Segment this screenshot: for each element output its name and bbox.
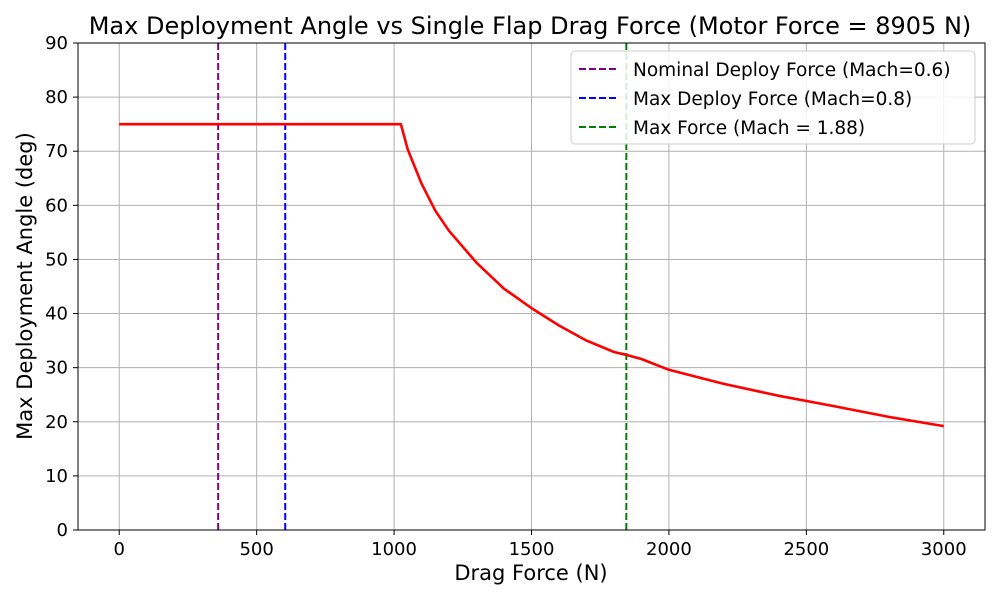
reference-lines: [217, 43, 628, 530]
legend-label: Max Deploy Force (Mach=0.8): [633, 89, 912, 110]
x-tick-label: 2000: [646, 539, 692, 560]
x-tick-label: 0: [114, 539, 125, 560]
x-axis-label: Drag Force (N): [454, 561, 607, 585]
y-tick-label: 80: [45, 87, 68, 108]
x-tick-label: 1500: [509, 539, 555, 560]
axis-ticks: 0 500 1000 1500 2000 2500 3000 0 10 20 30 40 50 60 70 8…: [45, 33, 967, 560]
y-tick-label: 40: [45, 304, 68, 325]
legend: Nominal Deploy Force (Mach=0.6) Max Deplo…: [570, 50, 976, 145]
y-axis-label: Max Deployment Angle (deg): [13, 132, 37, 440]
y-tick-label: 0: [57, 520, 68, 541]
series-layer: [119, 122, 945, 428]
x-tick-label: 1000: [371, 539, 417, 560]
x-tick-label: 500: [239, 539, 273, 560]
y-tick-label: 90: [45, 33, 68, 54]
y-tick-label: 20: [45, 412, 68, 433]
y-tick-label: 10: [45, 466, 68, 487]
y-tick-label: 70: [45, 141, 68, 162]
series-line: [119, 122, 945, 428]
x-tick-label: 3000: [921, 539, 967, 560]
y-tick-label: 60: [45, 195, 68, 216]
legend-label: Max Force (Mach = 1.88): [633, 118, 865, 139]
y-tick-label: 50: [45, 249, 68, 270]
chart-title: Max Deployment Angle vs Single Flap Drag…: [89, 12, 972, 40]
y-tick-label: 30: [45, 358, 68, 379]
legend-label: Nominal Deploy Force (Mach=0.6): [633, 60, 951, 81]
x-tick-label: 2500: [783, 539, 829, 560]
legend-box: [570, 50, 976, 145]
